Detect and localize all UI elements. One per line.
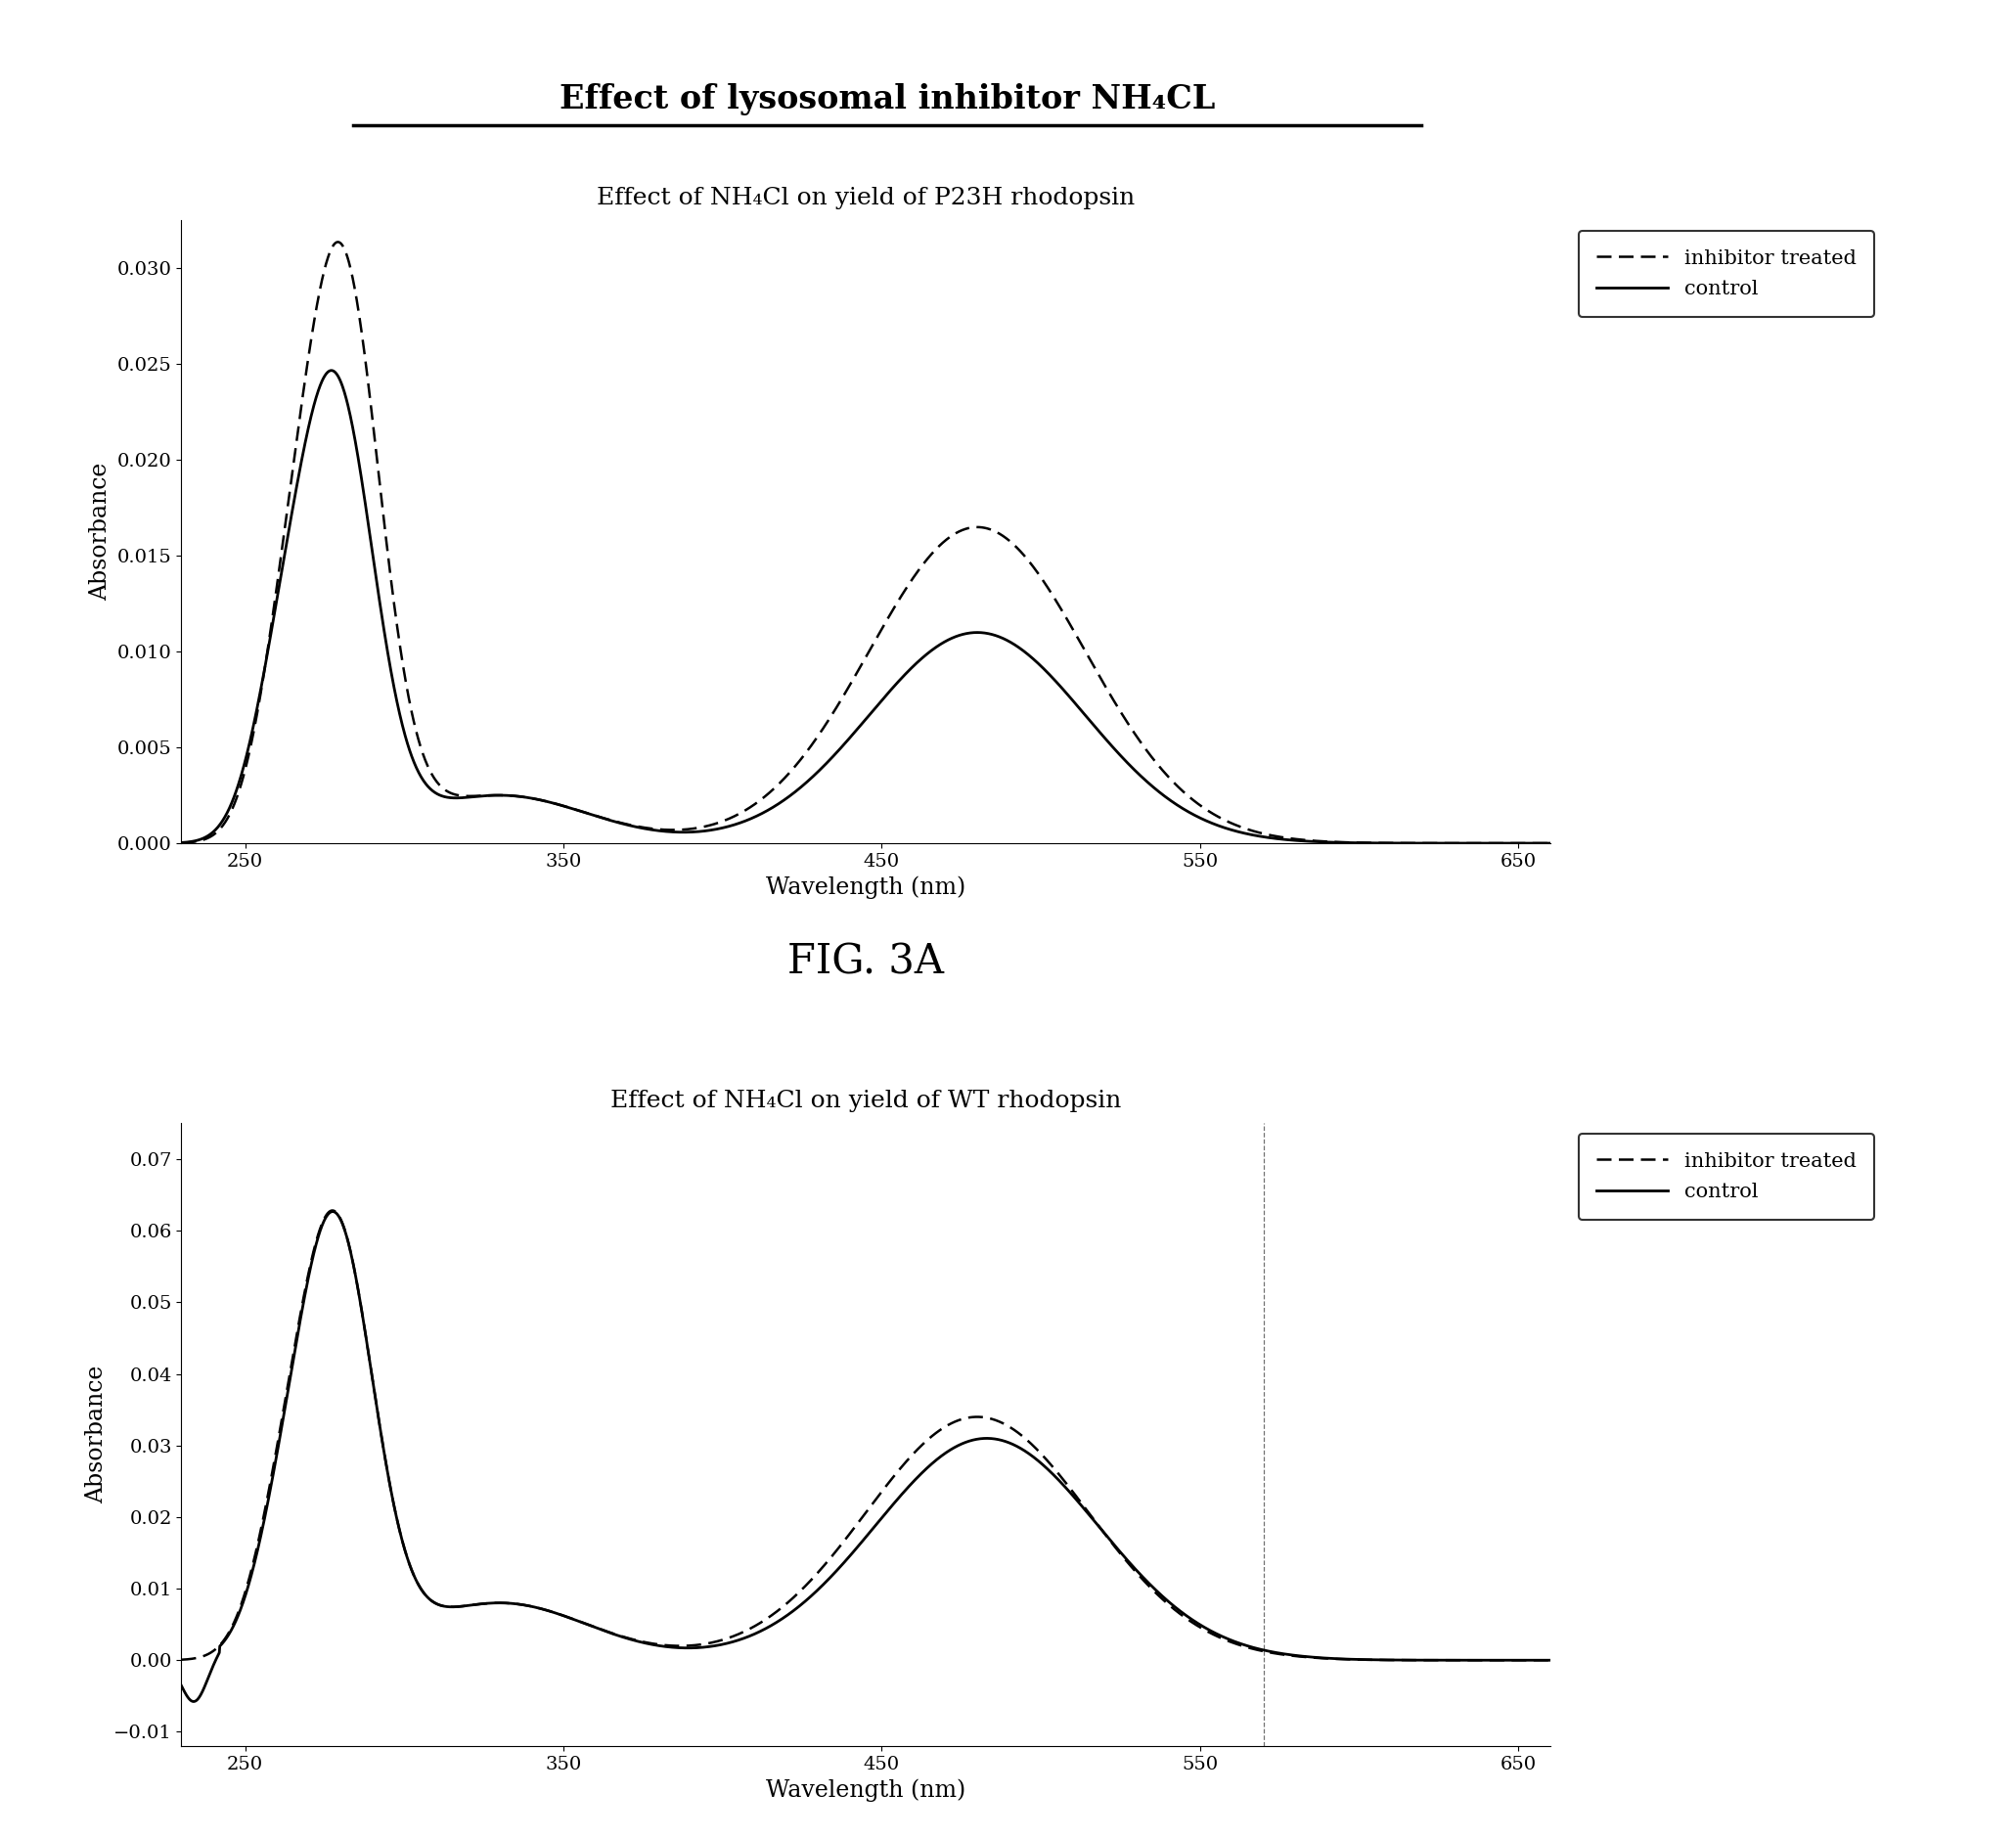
Title: Effect of NH₄Cl on yield of WT rhodopsin: Effect of NH₄Cl on yield of WT rhodopsin [611,1090,1121,1112]
Legend: inhibitor treated, control: inhibitor treated, control [1579,1134,1875,1220]
Text: Effect of lysosomal inhibitor NH₄CL: Effect of lysosomal inhibitor NH₄CL [558,83,1216,116]
X-axis label: Wavelength (nm): Wavelength (nm) [766,1779,966,1801]
Text: FIG. 3A: FIG. 3A [788,941,943,983]
Y-axis label: Absorbance: Absorbance [89,463,111,601]
Title: Effect of NH₄Cl on yield of P23H rhodopsin: Effect of NH₄Cl on yield of P23H rhodops… [597,187,1135,210]
Y-axis label: Absorbance: Absorbance [85,1366,109,1503]
X-axis label: Wavelength (nm): Wavelength (nm) [766,875,966,899]
Legend: inhibitor treated, control: inhibitor treated, control [1579,232,1875,316]
